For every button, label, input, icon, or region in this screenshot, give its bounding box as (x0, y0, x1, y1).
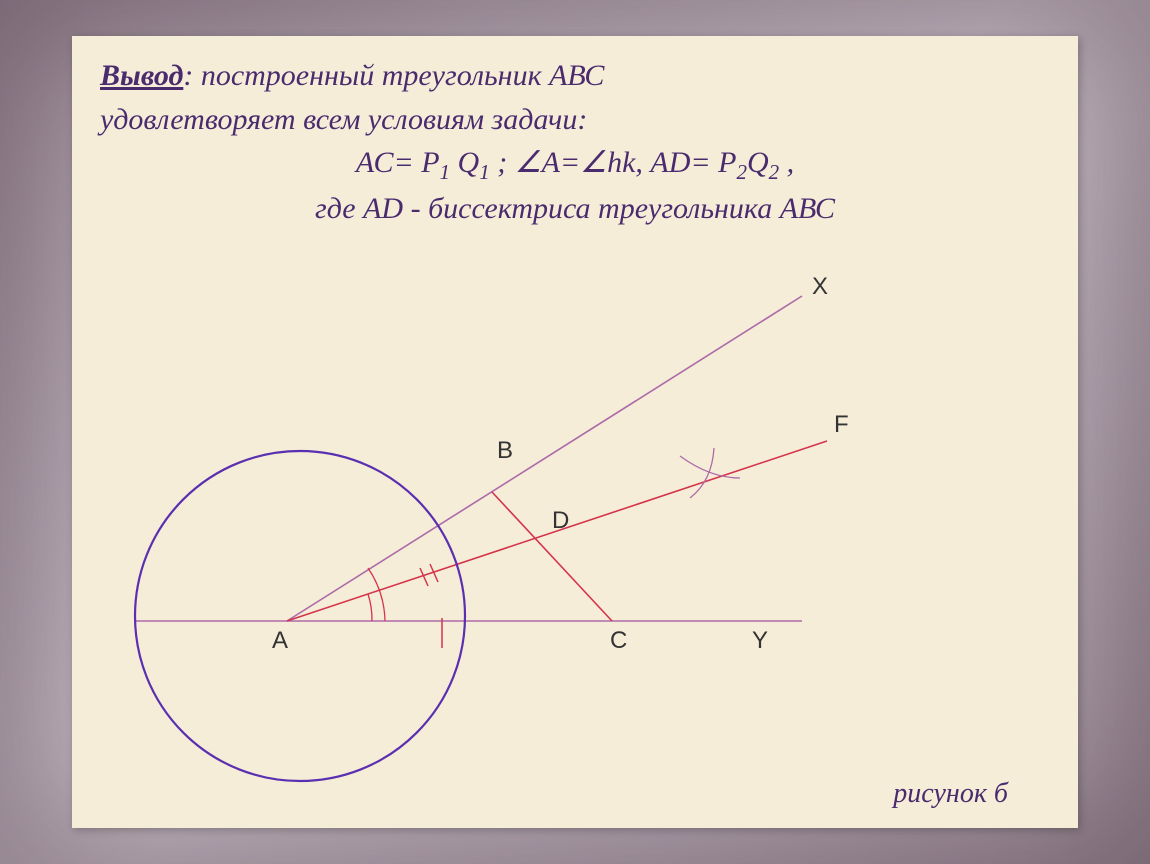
conclusion-label: Вывод (100, 59, 183, 92)
point-label-X: X (812, 273, 828, 300)
point-label-F: F (834, 411, 849, 438)
geometry-figure: A B C D X F Y (72, 246, 1078, 806)
text-block: Вывод: построенный треугольник АВС удовл… (100, 54, 1050, 231)
line-2: удовлетворяет всем условиям задачи: (100, 98, 1050, 142)
line1-rest: : построенный треугольник АВС (183, 59, 604, 92)
point-label-Y: Y (752, 627, 768, 654)
figure-caption: рисунок б (893, 778, 1008, 810)
point-label-D: D (552, 507, 569, 534)
point-label-B: B (497, 437, 513, 464)
equation-line: АС= Р1 Q1 ; ∠А=∠hk, АD= Р2Q2 , (100, 141, 1050, 187)
point-label-A: A (272, 627, 288, 654)
line-4: где АD - биссектриса треугольника АВС (100, 187, 1050, 231)
slide-panel: Вывод: построенный треугольник АВС удовл… (72, 36, 1078, 828)
point-label-C: C (610, 627, 627, 654)
line-1: Вывод: построенный треугольник АВС (100, 54, 1050, 98)
geometry-svg: A B C D X F Y (72, 246, 1078, 806)
